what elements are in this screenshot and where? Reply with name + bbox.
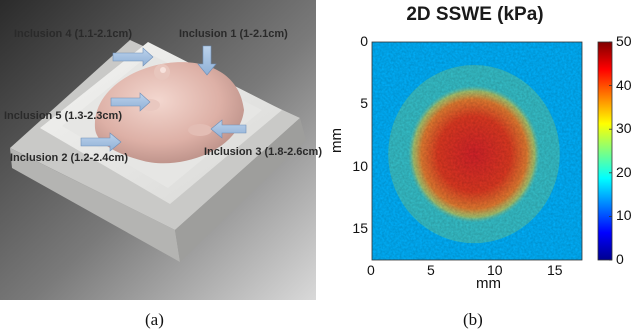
tray-base-side xyxy=(10,148,180,262)
caption-a: (a) xyxy=(145,310,164,329)
speckle-texture xyxy=(372,42,582,260)
colorbar-tick-label: 10 xyxy=(616,207,632,224)
arrow-inclusion-5-icon xyxy=(110,92,151,112)
x-axis-label: mm xyxy=(476,275,501,292)
x-tick-label: 0 xyxy=(367,262,375,278)
colorbar-gradient xyxy=(597,41,613,261)
tray-base-side-right xyxy=(175,118,306,262)
panel-b-sswe-map: 2D SSWE (kPa) xyxy=(318,0,632,300)
label-inclusion-2: Inclusion 2 (1.2-2.4cm) xyxy=(10,152,128,164)
x-tick-label: 15 xyxy=(547,262,563,278)
y-tick-label: 5 xyxy=(360,95,368,112)
label-inclusion-1: Inclusion 1 (1-2.1cm) xyxy=(179,28,288,40)
label-inclusion-5: Inclusion 5 (1.3-2.3cm) xyxy=(4,110,122,122)
y-axis-label: mm xyxy=(328,128,345,153)
x-tick-label: 5 xyxy=(427,262,435,278)
heatmap-plot xyxy=(371,41,613,261)
arrow-inclusion-3-icon xyxy=(210,119,247,139)
elasticity-map xyxy=(371,41,583,261)
breast-phantom-dome xyxy=(94,62,244,164)
colorbar xyxy=(597,41,613,261)
caption-b: (b) xyxy=(463,310,483,329)
x-tick-label: 10 xyxy=(487,262,503,278)
plot-frame xyxy=(371,41,583,261)
panel-a-phantom-photo: Inclusion 4 (1.1-2.1cm) Inclusion 1 (1-2… xyxy=(0,0,322,300)
colorbar-tick-label: 50 xyxy=(616,33,632,49)
colorbar-tick-label: 20 xyxy=(616,163,632,180)
phantom-photo xyxy=(0,0,316,300)
arrow-inclusion-2-icon xyxy=(80,132,122,152)
arrow-inclusion-1-icon xyxy=(197,45,217,76)
y-tick-label: 15 xyxy=(352,219,368,236)
label-inclusion-4: Inclusion 4 (1.1-2.1cm) xyxy=(14,28,132,40)
colorbar-tick-label: 0 xyxy=(616,251,624,267)
colorbar-tick-label: 40 xyxy=(616,76,632,93)
nipple-highlight xyxy=(160,67,166,73)
y-tick-label: 10 xyxy=(352,157,368,174)
label-inclusion-3: Inclusion 3 (1.8-2.6cm) xyxy=(204,146,322,158)
arrow-inclusion-4-icon xyxy=(112,47,154,67)
chart-title: 2D SSWE (kPa) xyxy=(406,4,544,25)
inclusion-bump-3 xyxy=(188,124,212,136)
y-tick-label: 0 xyxy=(360,33,368,49)
colorbar-tick-label: 30 xyxy=(616,120,632,137)
